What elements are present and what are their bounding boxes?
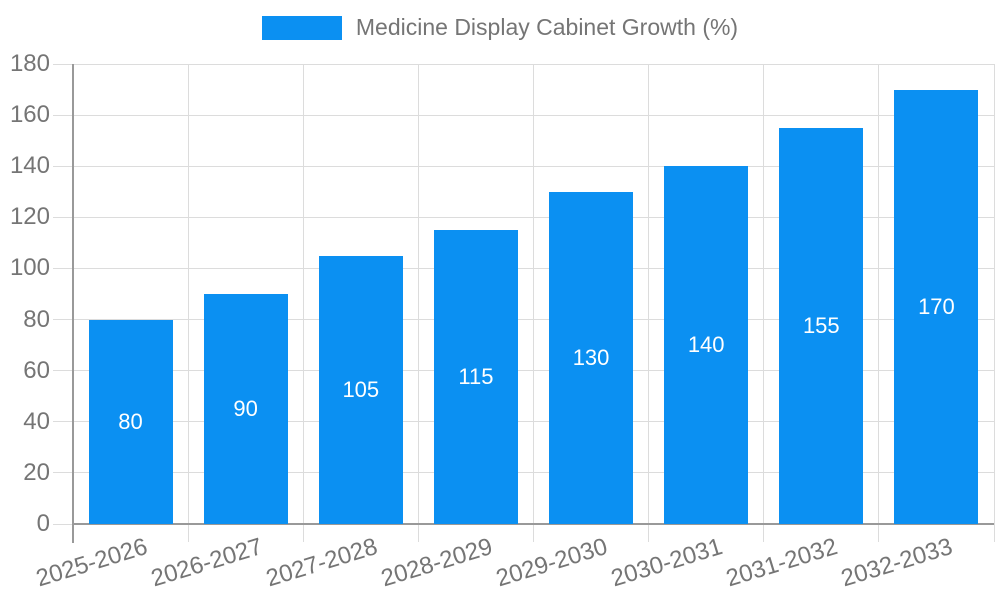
y-axis-tick	[53, 523, 73, 525]
x-axis-tick	[648, 524, 650, 542]
y-axis-tick	[53, 63, 73, 65]
y-axis-label: 80	[23, 305, 50, 333]
bar[interactable]: 105	[318, 255, 403, 524]
y-axis-tick	[53, 114, 73, 116]
x-axis-tick	[533, 524, 534, 542]
y-axis-tick	[53, 165, 73, 167]
bar[interactable]: 80	[88, 319, 173, 524]
gridline-vertical	[187, 64, 189, 524]
bar[interactable]: 155	[779, 127, 864, 524]
y-axis-tick	[53, 319, 73, 321]
gridline-vertical	[648, 64, 650, 524]
y-axis-tick	[53, 216, 73, 218]
bar[interactable]: 130	[549, 191, 634, 524]
x-axis-tick	[993, 524, 995, 542]
x-axis-tick	[763, 524, 765, 542]
y-axis-tick	[53, 421, 73, 423]
bar[interactable]: 170	[894, 89, 979, 524]
bar-value-label: 80	[118, 408, 143, 434]
y-axis-label: 120	[9, 203, 50, 231]
y-axis-tick	[53, 370, 73, 372]
gridline-vertical	[993, 64, 995, 524]
gridline-vertical	[533, 64, 534, 524]
bar-value-label: 130	[572, 344, 610, 370]
y-axis-line	[72, 64, 74, 543]
gridline-vertical	[302, 64, 304, 524]
bar-value-label: 105	[342, 376, 380, 402]
y-axis-label: 180	[9, 50, 50, 77]
bar-value-label: 90	[233, 396, 258, 421]
bar-value-label: 170	[918, 293, 955, 319]
legend-label: Medicine Display Cabinet Growth (%)	[355, 14, 739, 40]
y-axis-label: 100	[9, 254, 50, 282]
y-axis-label: 160	[9, 101, 50, 129]
y-axis-label: 40	[23, 407, 50, 435]
x-axis-tick	[417, 524, 419, 542]
bar[interactable]: 90	[203, 294, 288, 524]
legend-swatch-icon	[261, 15, 342, 40]
bar[interactable]: 115	[433, 230, 518, 524]
gridline-vertical	[878, 64, 880, 524]
y-axis-tick	[53, 267, 73, 269]
y-axis-label: 0	[36, 510, 50, 537]
legend-item[interactable]: Medicine Display Cabinet Growth (%)	[0, 14, 1000, 42]
gridline-vertical	[763, 64, 765, 524]
y-axis-tick	[53, 472, 73, 474]
x-axis-tick	[878, 524, 880, 542]
bar-value-label: 115	[458, 364, 494, 390]
x-axis-tick	[302, 524, 304, 542]
bar[interactable]: 140	[664, 166, 749, 524]
y-axis-label: 60	[23, 356, 50, 384]
y-axis-label: 20	[23, 458, 50, 486]
gridline-vertical	[417, 64, 419, 524]
y-axis-label: 140	[9, 152, 50, 180]
plot-area: 0 20 40 60 80 100 120 140 160 180 80 2025-2026 90 202…	[10, 52, 995, 592]
x-axis-tick	[187, 524, 189, 542]
bar-value-label: 155	[802, 312, 840, 338]
bar-value-label: 140	[687, 332, 725, 358]
x-axis-line	[73, 523, 994, 525]
